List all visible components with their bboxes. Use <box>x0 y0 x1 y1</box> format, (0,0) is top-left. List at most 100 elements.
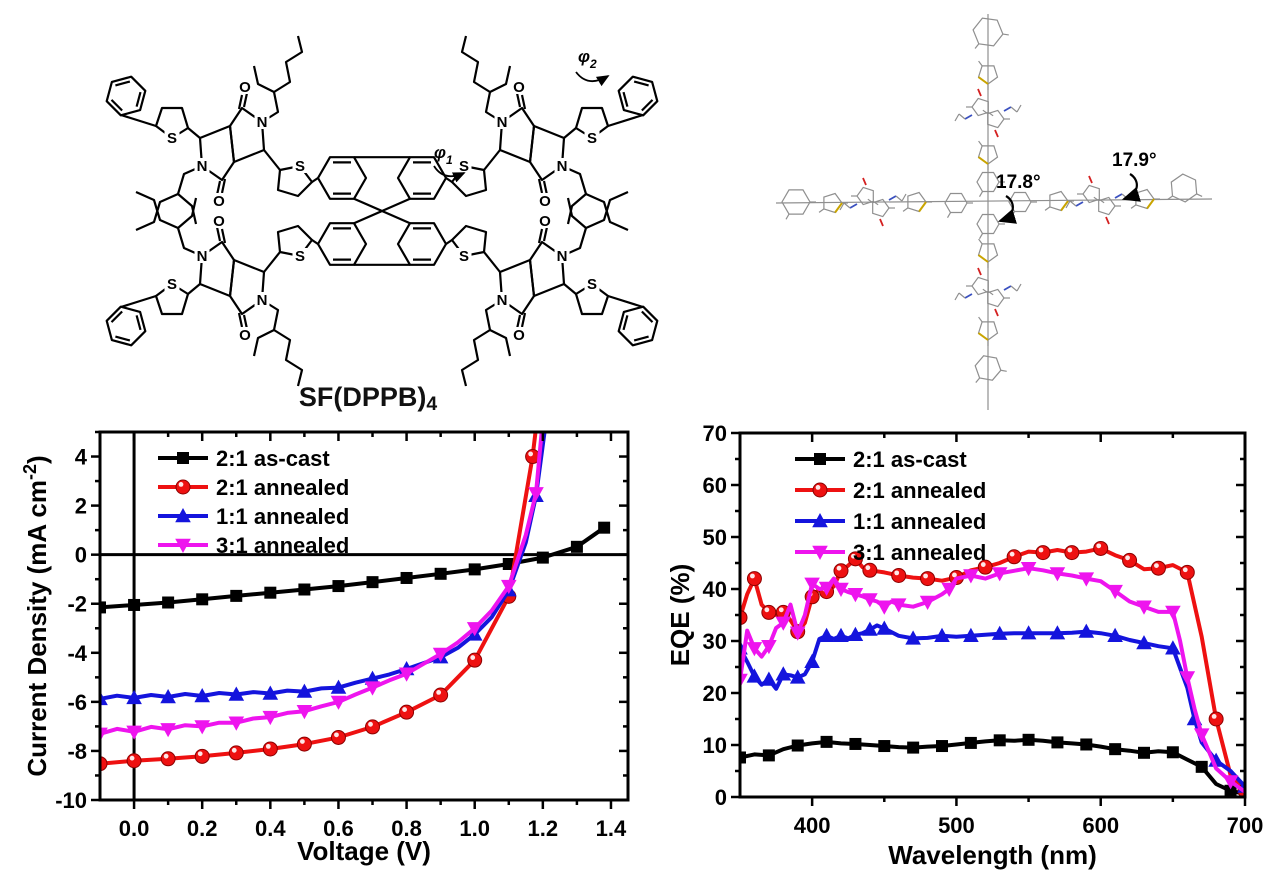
wire-bond <box>1146 198 1155 210</box>
marker-circle <box>1093 540 1109 556</box>
alkyl-chain <box>566 193 587 225</box>
bond <box>242 314 249 330</box>
marker-triangle-down <box>1020 562 1037 577</box>
y-tick-label: 0 <box>715 785 727 810</box>
bond <box>120 294 157 309</box>
marker-circle-highlight <box>368 721 373 727</box>
marker-triangle-up <box>126 689 142 705</box>
marker-circle-highlight <box>764 607 770 613</box>
wire-ring <box>987 288 1005 308</box>
marker-circle <box>1208 711 1224 727</box>
marker-square <box>936 740 948 753</box>
marker-circle-highlight <box>231 747 237 753</box>
legend-label: 2:1 annealed <box>853 478 986 503</box>
bond <box>483 251 501 273</box>
label-backing <box>164 130 180 145</box>
bond <box>515 92 522 108</box>
phi2-arrow <box>575 71 610 87</box>
label-backing <box>456 158 472 173</box>
bond <box>187 283 201 295</box>
series-line-1-1-annealed <box>100 432 547 701</box>
marker-square <box>1109 743 1122 756</box>
sulfur-label: S <box>587 130 597 147</box>
label-part: φ <box>434 143 446 162</box>
alkyl-chain <box>460 299 503 387</box>
legend-label: 1:1 annealed <box>853 509 986 534</box>
marker-triangle-down <box>1179 671 1196 686</box>
label-part: ) <box>22 455 52 464</box>
bond <box>110 99 123 112</box>
x-tick-label: 0.2 <box>187 816 218 841</box>
x-tick-label: 1.4 <box>596 816 627 841</box>
wire-bond <box>862 177 867 186</box>
marker-triangle-up <box>1107 627 1123 642</box>
marker-triangle-up <box>746 668 763 683</box>
label-backing <box>494 114 510 129</box>
marker-circle <box>920 571 936 587</box>
marker-square <box>536 551 549 564</box>
bond <box>641 99 654 112</box>
nitrogen-label: N <box>497 292 508 309</box>
marker-triangle-down <box>160 723 176 738</box>
marker-square <box>814 453 826 465</box>
marker-circle-highlight <box>894 570 900 576</box>
alkyl-chain <box>177 193 198 225</box>
wire-ring <box>872 198 890 218</box>
marker-triangle-down <box>812 545 828 560</box>
marker-triangle-down <box>466 622 483 637</box>
oxygen-label: O <box>239 79 251 96</box>
marker-triangle-down <box>1107 584 1123 600</box>
marker-square <box>100 601 106 614</box>
marker-triangle-down <box>761 640 777 655</box>
marker-triangle-down <box>126 725 142 740</box>
marker-circle <box>365 719 381 735</box>
wireframe-group <box>775 14 1213 410</box>
marker-square <box>598 521 611 534</box>
left-dihedral-angle-label: 17.8° <box>996 172 1041 193</box>
wire-bond <box>974 43 980 49</box>
wire-bond <box>946 212 952 219</box>
phi2-label: φ2 <box>578 47 597 71</box>
bond <box>120 113 157 128</box>
right-dihedral-arrow <box>1121 173 1141 202</box>
marker-triangle-up <box>847 626 864 641</box>
bond <box>135 315 142 331</box>
marker-circle <box>330 729 346 745</box>
marker-triangle-up <box>1078 623 1095 638</box>
wire-ring <box>1008 191 1032 213</box>
x-tick-label: 0.0 <box>119 816 150 841</box>
wire-bond <box>1075 201 1084 207</box>
marker-circle <box>761 604 777 620</box>
marker-triangle-up <box>100 690 108 706</box>
marker-circle <box>399 704 415 720</box>
marker-triangle-up <box>1136 635 1152 650</box>
marker-square <box>1224 784 1237 797</box>
label-part: -2 <box>20 464 40 480</box>
label-backing <box>494 292 510 307</box>
marker-square <box>298 583 311 596</box>
wire-bond <box>977 267 982 276</box>
marker-square <box>230 589 243 602</box>
label-backing <box>211 213 227 228</box>
marker-triangle-down <box>1136 600 1152 615</box>
marker-triangle-up <box>1165 640 1181 655</box>
marker-circle <box>1150 560 1166 576</box>
marker-triangle-down <box>528 487 544 502</box>
label-backing <box>237 327 253 342</box>
x-tick-label: 0.8 <box>391 816 422 841</box>
y-tick-label: 70 <box>703 421 727 446</box>
legend-label: 2:1 as-cast <box>853 447 967 472</box>
bond <box>520 312 527 328</box>
marker-triangle-down <box>501 579 517 595</box>
marker-triangle-up <box>934 627 950 642</box>
title-part: SF(DPPB) <box>298 382 427 412</box>
y-tick-label: -4 <box>67 641 87 666</box>
marker-square <box>1080 738 1093 751</box>
marker-square <box>849 737 862 750</box>
wire-bond <box>1105 216 1110 225</box>
wire-ring <box>971 276 989 296</box>
wire-bond <box>1002 33 1009 36</box>
label-part: 2 <box>589 57 597 71</box>
bond <box>622 315 629 331</box>
label-backing <box>554 248 570 263</box>
